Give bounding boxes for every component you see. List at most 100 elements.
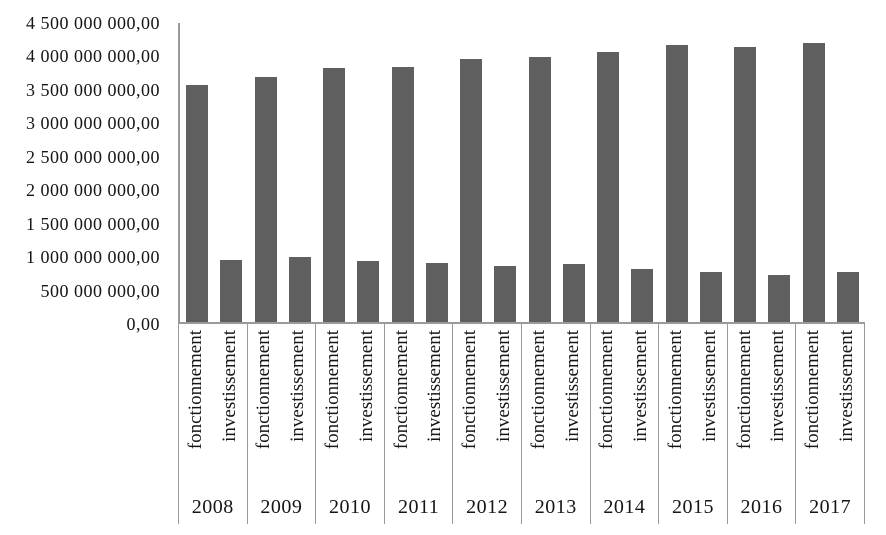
series-label: investissement <box>287 330 309 442</box>
bar-2010-investissement <box>357 260 380 322</box>
label-group-2014: fonctionnement investissement 2014 <box>589 324 659 524</box>
series-label: fonctionnement <box>390 330 412 450</box>
bar-2013-fonctionnement <box>528 56 551 322</box>
year-label: 2008 <box>191 495 234 518</box>
series-label: investissement <box>767 330 789 442</box>
bar-cell-2012-investissement <box>488 23 522 322</box>
series-label-cell-2010-investissement: investissement <box>350 324 384 490</box>
bar-2012-investissement <box>494 265 517 322</box>
bar-2008-fonctionnement <box>186 85 209 322</box>
series-label-row-2008: fonctionnement investissement <box>179 324 247 490</box>
bar-group-2014 <box>591 23 660 322</box>
series-label: investissement <box>836 330 858 442</box>
label-group-2011: fonctionnement investissement 2011 <box>383 324 453 524</box>
bar-cell-2009-investissement <box>283 23 317 322</box>
series-label-row-2015: fonctionnement investissement <box>659 324 727 490</box>
bar-2009-investissement <box>288 256 311 322</box>
bar-cell-2010-fonctionnement <box>317 23 351 322</box>
series-label: fonctionnement <box>459 330 481 450</box>
year-label: 2009 <box>260 495 303 518</box>
series-label: investissement <box>698 330 720 442</box>
series-label-row-2010: fonctionnement investissement <box>316 324 384 490</box>
label-group-2017: fonctionnement investissement 2017 <box>795 324 865 524</box>
label-group-2016: fonctionnement investissement 2016 <box>726 324 796 524</box>
bar-2016-fonctionnement <box>734 47 757 322</box>
bar-cell-2017-investissement <box>831 23 865 322</box>
y-axis-tick-label: 500 000 000,00 <box>40 280 160 301</box>
label-group-2012: fonctionnement investissement 2012 <box>452 324 521 524</box>
bar-cell-2010-investissement <box>351 23 385 322</box>
series-label-row-2011: fonctionnement investissement <box>385 324 453 490</box>
series-label-cell-2015-fonctionnement: fonctionnement <box>659 324 693 490</box>
series-label: fonctionnement <box>733 330 755 450</box>
series-label: investissement <box>424 330 446 442</box>
series-label: investissement <box>218 330 240 442</box>
bar-cell-2013-investissement <box>557 23 591 322</box>
y-axis-tick-label: 2 000 000 000,00 <box>26 180 160 201</box>
bar-2009-fonctionnement <box>254 77 277 322</box>
series-label: fonctionnement <box>802 330 824 450</box>
year-label: 2013 <box>534 495 577 518</box>
bar-group-2016 <box>728 23 797 322</box>
bar-2011-fonctionnement <box>391 66 414 322</box>
bar-cell-2017-fonctionnement <box>797 23 831 322</box>
year-label: 2012 <box>466 495 509 518</box>
bar-cell-2016-investissement <box>762 23 796 322</box>
y-axis-tick-label: 3 000 000 000,00 <box>26 113 160 134</box>
label-group-2013: fonctionnement investissement 2013 <box>520 324 590 524</box>
year-label: 2016 <box>740 495 783 518</box>
bar-cell-2016-fonctionnement <box>728 23 762 322</box>
series-label-cell-2012-investissement: investissement <box>487 324 521 490</box>
series-label-cell-2016-investissement: investissement <box>762 324 796 490</box>
year-label: 2017 <box>809 495 852 518</box>
bar-2015-fonctionnement <box>665 44 688 322</box>
bar-2014-fonctionnement <box>597 51 620 322</box>
bar-group-2013 <box>523 23 592 322</box>
bar-group-2011 <box>386 23 455 322</box>
bar-cell-2008-investissement <box>214 23 248 322</box>
bar-cell-2013-fonctionnement <box>523 23 557 322</box>
bar-cell-2008-fonctionnement <box>180 23 214 322</box>
series-label-row-2013: fonctionnement investissement <box>522 324 590 490</box>
year-label: 2014 <box>603 495 646 518</box>
series-label: investissement <box>493 330 515 442</box>
plot-area <box>178 23 865 324</box>
label-group-2009: fonctionnement investissement 2009 <box>246 324 316 524</box>
bar-cell-2015-investissement <box>694 23 728 322</box>
series-label: fonctionnement <box>253 330 275 450</box>
label-group-2015: fonctionnement investissement 2015 <box>658 324 727 524</box>
series-label-row-2009: fonctionnement investissement <box>248 324 316 490</box>
bar-group-2015 <box>660 23 729 322</box>
bar-cell-2009-fonctionnement <box>249 23 283 322</box>
series-label: fonctionnement <box>665 330 687 450</box>
series-label: fonctionnement <box>596 330 618 450</box>
y-axis-tick-label: 3 500 000 000,00 <box>26 79 160 100</box>
bar-2010-fonctionnement <box>323 68 346 322</box>
series-label: investissement <box>630 330 652 442</box>
series-label: investissement <box>355 330 377 442</box>
bar-2017-fonctionnement <box>802 42 825 322</box>
bar-cell-2012-fonctionnement <box>454 23 488 322</box>
series-label-cell-2012-fonctionnement: fonctionnement <box>453 324 487 490</box>
series-label-row-2014: fonctionnement investissement <box>591 324 659 490</box>
x-axis-labels: fonctionnement investissement 2008 fonction… <box>178 324 865 524</box>
bar-2016-investissement <box>768 274 791 322</box>
bar-2013-investissement <box>562 263 585 322</box>
bar-group-2009 <box>249 23 318 322</box>
bar-2012-fonctionnement <box>460 59 483 322</box>
y-axis-tick-label: 4 500 000 000,00 <box>26 13 160 33</box>
y-axis-tick-label: 0,00 <box>126 314 160 334</box>
year-label: 2011 <box>397 495 440 518</box>
year-label: 2015 <box>671 495 714 518</box>
series-label-cell-2013-investissement: investissement <box>556 324 590 490</box>
series-label-row-2016: fonctionnement investissement <box>728 324 796 490</box>
year-label: 2010 <box>328 495 371 518</box>
series-label-cell-2011-investissement: investissement <box>419 324 453 490</box>
bar-cell-2011-investissement <box>420 23 454 322</box>
bar-cell-2011-fonctionnement <box>386 23 420 322</box>
bar-2015-investissement <box>699 272 722 322</box>
series-label-cell-2011-fonctionnement: fonctionnement <box>385 324 419 490</box>
series-label-row-2012: fonctionnement investissement <box>453 324 521 490</box>
series-label-cell-2014-fonctionnement: fonctionnement <box>591 324 625 490</box>
